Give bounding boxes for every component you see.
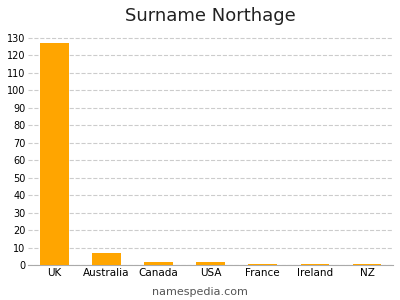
Bar: [248, 263, 277, 265]
Bar: [92, 253, 121, 265]
Title: Surname Northage: Surname Northage: [125, 7, 296, 25]
Bar: [196, 262, 225, 265]
Text: namespedia.com: namespedia.com: [152, 287, 248, 297]
Bar: [353, 263, 381, 265]
Bar: [144, 262, 173, 265]
Bar: [40, 43, 69, 265]
Bar: [300, 263, 329, 265]
